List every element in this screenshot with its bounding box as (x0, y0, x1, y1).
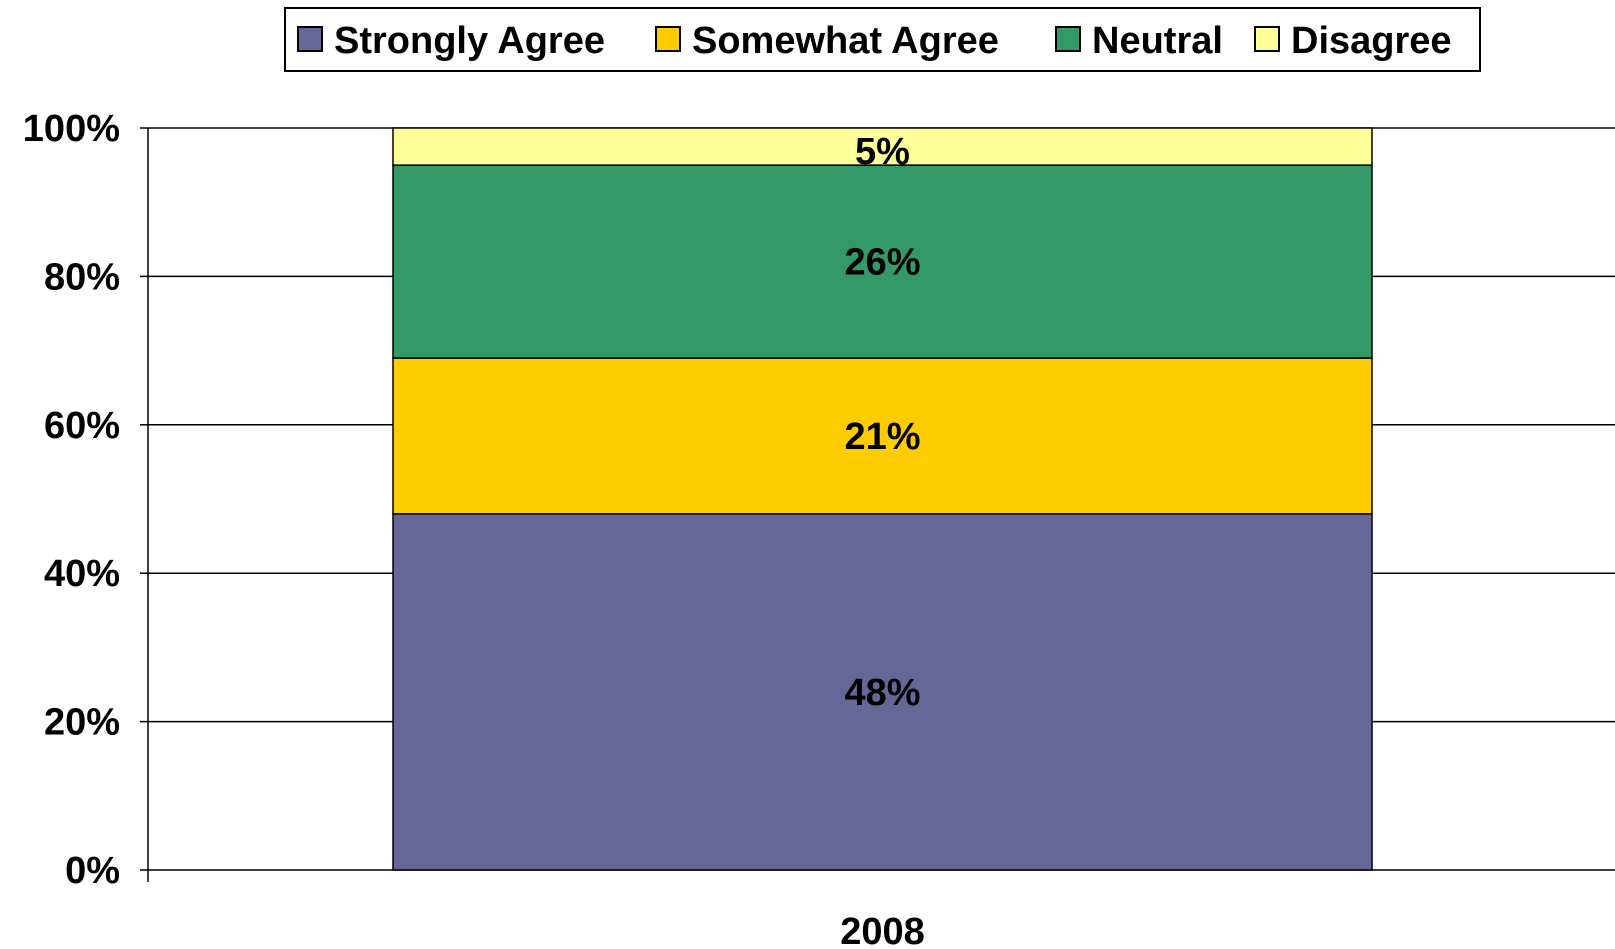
data-label: 5% (855, 131, 910, 173)
x-category-label: 2008 (840, 911, 925, 949)
y-tick-label: 40% (44, 553, 120, 595)
data-label: 26% (844, 242, 920, 284)
y-tick-label: 100% (23, 108, 120, 150)
legend-swatch (297, 26, 323, 52)
legend-swatch (655, 26, 681, 52)
bar-segment-disagree (392, 127, 1373, 166)
segment-labels: 48% 21% 26% 5% (844, 131, 920, 714)
y-tick-label: 80% (44, 256, 120, 298)
y-tick-label: 60% (44, 405, 120, 447)
legend-label: Strongly Agree (334, 20, 605, 62)
legend-label: Neutral (1092, 20, 1223, 62)
legend-label: Somewhat Agree (692, 20, 999, 62)
legend: Strongly Agree Somewhat Agree Neutral Disag… (284, 7, 1481, 72)
y-axis: 0% 20% 40% 60% 80% 100% 2008 (23, 108, 925, 949)
y-tick-label: 0% (65, 850, 120, 892)
bar-segment-somewhat-agree (392, 357, 1373, 515)
legend-box (284, 7, 1481, 72)
y-tick-label: 20% (44, 702, 120, 744)
legend-swatch (1254, 26, 1280, 52)
legend-label: Disagree (1291, 20, 1452, 62)
legend-swatch (1055, 26, 1081, 52)
data-label: 21% (844, 416, 920, 458)
bar-segment-strongly-agree (392, 513, 1373, 871)
bar-segment-neutral (392, 164, 1373, 359)
data-label: 48% (844, 672, 920, 714)
bar-segments (392, 127, 1373, 871)
